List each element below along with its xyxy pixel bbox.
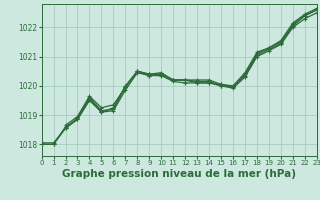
X-axis label: Graphe pression niveau de la mer (hPa): Graphe pression niveau de la mer (hPa) (62, 169, 296, 179)
